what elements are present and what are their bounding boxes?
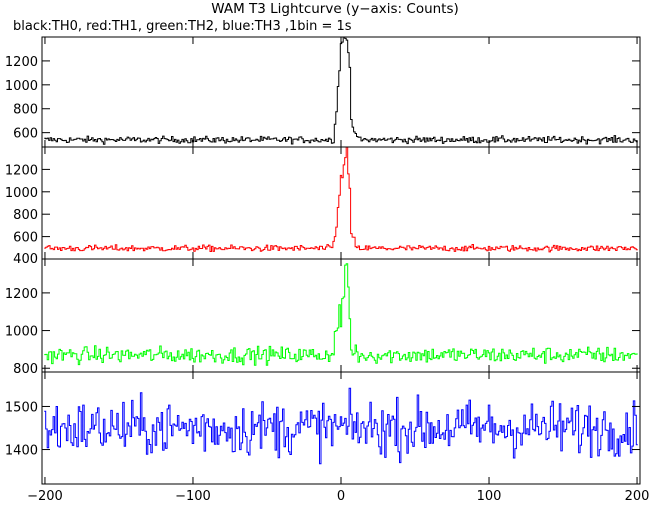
x-tick-label: 100 [477, 489, 502, 504]
y-tick-label: 1200 [5, 55, 38, 70]
y-tick-label: 400 [13, 252, 38, 267]
chart-title: WAM T3 Lightcurve (y−axis: Counts) [211, 1, 459, 17]
x-tick-label: −100 [175, 489, 211, 504]
x-axis: −200 −100 0 100 200 [27, 489, 649, 504]
y-tick-label: 600 [13, 231, 38, 246]
series-line-th0 [44, 37, 638, 145]
y-tick-label: 800 [13, 103, 38, 118]
y-tick-label: 600 [13, 127, 38, 142]
panel-th3: 1400 1500 [5, 371, 641, 485]
x-tick-label: 0 [337, 489, 345, 504]
series-line-th3 [44, 387, 638, 465]
panel-th2: 800 1000 1200 [5, 258, 641, 377]
y-tick-label: 1000 [5, 79, 38, 94]
panel-frame [41, 146, 641, 260]
y-tick-label: 1000 [5, 325, 38, 340]
y-tick-label: 1400 [5, 444, 38, 459]
panel-th1: 400 600 800 1000 1200 [5, 146, 641, 267]
panel-th0: 600 800 1000 1200 [5, 36, 641, 148]
series-line-th2 [44, 263, 638, 366]
panels-layer: 600 800 1000 1200 400 600 800 1000 1200 800 1000 12… [5, 36, 641, 485]
y-tick-label: 1200 [5, 163, 38, 178]
y-tick-label: 1200 [5, 287, 38, 302]
chart-subtitle: black:TH0, red:TH1, green:TH2, blue:TH3 … [13, 19, 352, 34]
y-tick-label: 1500 [5, 400, 38, 415]
y-tick-label: 800 [13, 362, 38, 377]
series-line-th1 [44, 147, 638, 253]
x-tick-label: −200 [27, 489, 63, 504]
y-tick-label: 1000 [5, 186, 38, 201]
panel-frame [41, 36, 641, 148]
y-tick-label: 800 [13, 208, 38, 223]
x-tick-label: 200 [625, 489, 650, 504]
